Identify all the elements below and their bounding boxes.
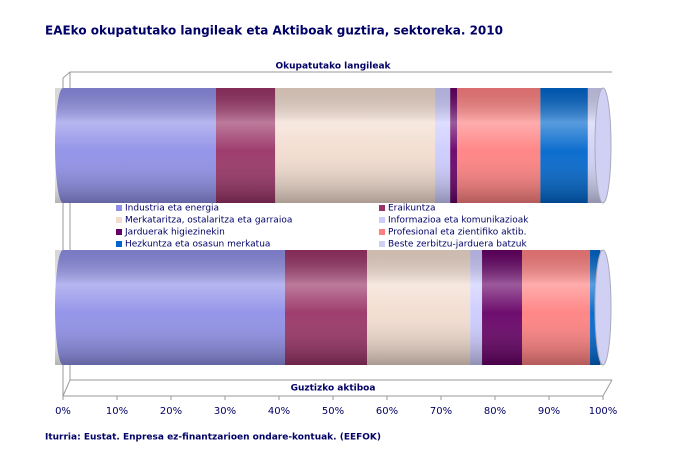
legend-label: Merkataritza, ostalaritza eta garraioa xyxy=(125,216,292,226)
legend-label: Profesional eta zientifiko aktib. xyxy=(388,228,526,238)
legend-label: Beste zerbitzu-jarduera batzuk xyxy=(388,240,527,250)
legend-label: Jarduerak higiezinekin xyxy=(124,228,225,238)
bar-cap xyxy=(594,87,612,204)
chart-title: EAEko okupatutako langileak eta Aktiboak… xyxy=(45,24,503,38)
axis xyxy=(62,379,71,397)
legend-label: Industria eta energia xyxy=(125,204,219,214)
x-tick-label: 30% xyxy=(214,406,236,417)
category-label: Okupatutako langileak xyxy=(275,62,391,72)
x-tick-label: 80% xyxy=(484,406,506,417)
bar-shade xyxy=(55,250,603,365)
legend-label: Hezkuntza eta osasun merkatua xyxy=(125,240,270,250)
x-tick-label: 70% xyxy=(430,406,452,417)
x-tick-label: 50% xyxy=(322,406,344,417)
legend-swatch xyxy=(379,217,385,223)
legend-swatch xyxy=(116,217,122,223)
legend-swatch xyxy=(116,205,122,211)
source: Iturria: Eustat. Enpresa ez-finantzarioe… xyxy=(45,433,381,443)
x-tick-label: 40% xyxy=(268,406,290,417)
x-tick-label: 0% xyxy=(55,406,71,417)
bar-cap xyxy=(594,249,612,366)
x-tick-label: 20% xyxy=(160,406,182,417)
legend-label: Eraikuntza xyxy=(388,204,436,214)
bar-shade xyxy=(55,88,603,203)
legend-swatch xyxy=(379,205,385,211)
legend-swatch xyxy=(379,241,385,247)
x-tick-label: 90% xyxy=(538,406,560,417)
x-tick-label: 10% xyxy=(106,406,128,417)
legend-swatch xyxy=(116,229,122,235)
category-label: Guztizko aktiboa xyxy=(291,384,376,394)
axis xyxy=(602,379,613,397)
legend-label: Informazioa eta komunikazioak xyxy=(388,216,529,226)
axis xyxy=(62,71,71,79)
x-tick-label: 60% xyxy=(376,406,398,417)
x-tick-label: 100% xyxy=(589,406,618,417)
legend-swatch xyxy=(379,229,385,235)
legend-swatch xyxy=(116,241,122,247)
